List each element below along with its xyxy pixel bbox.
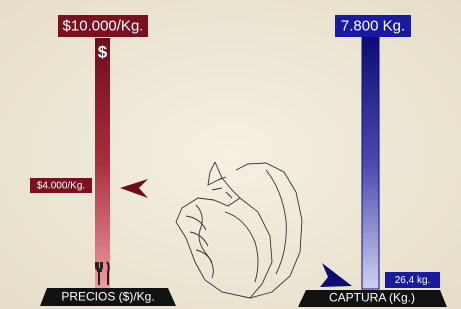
price-symbol: $ — [98, 42, 108, 61]
price-bar — [95, 38, 110, 288]
background — [0, 0, 461, 309]
catch-base-label: CAPTURA (Kg.) — [329, 291, 415, 305]
price-base-label: PRECIOS ($)/Kg. — [61, 290, 154, 304]
catch-marker-label: 26,4 kg. — [395, 275, 431, 286]
infographic: $10.000/Kg. $ $4.000/Kg. PRECIOS ($)/Kg.… — [0, 0, 461, 309]
price-marker-label: $4.000/Kg. — [37, 181, 85, 192]
catch-bar — [362, 37, 379, 289]
catch-top-label: 7.800 Kg. — [341, 17, 405, 34]
price-top-label: $10.000/Kg. — [63, 17, 144, 34]
